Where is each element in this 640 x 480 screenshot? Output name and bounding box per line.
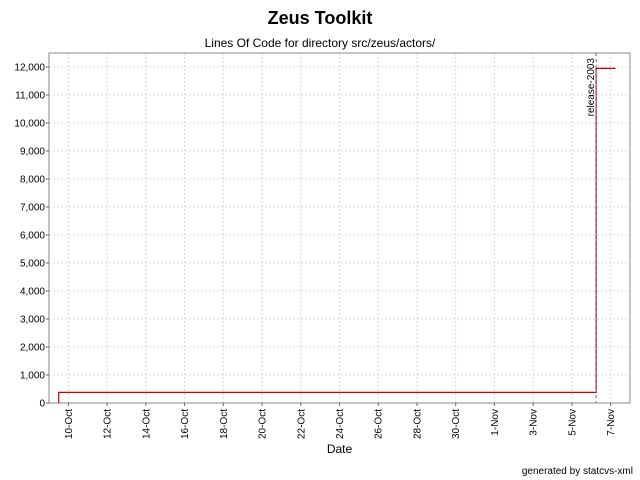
x-tick-label: 30-Oct — [451, 409, 462, 439]
series-layer — [58, 67, 616, 403]
x-axis-title: Date — [327, 442, 353, 456]
x-tick-label: 20-Oct — [258, 409, 269, 439]
x-tick-label: 18-Oct — [219, 409, 230, 439]
y-tick-label: 1,000 — [20, 371, 45, 382]
y-tick-label: 10,000 — [14, 119, 45, 130]
y-tick-label: 11,000 — [15, 91, 45, 102]
y-tick-label: 5,000 — [20, 259, 45, 270]
chart-subtitle: Lines Of Code for directory src/zeus/act… — [204, 36, 436, 50]
x-tick-label: 26-Oct — [374, 409, 385, 439]
y-tick-label: 12,000 — [14, 63, 45, 74]
y-tick-label: 7,000 — [20, 203, 45, 214]
footer-credit: generated by statcvs-xml — [521, 466, 633, 477]
x-tick-label: 1-Nov — [490, 409, 501, 436]
y-axis-ticks: 0 1,000 2,000 3,000 4,000 5,000 6,000 7,000 8,00… — [14, 63, 49, 410]
x-tick-label: 7-Nov — [606, 409, 617, 436]
x-tick-label: 5-Nov — [567, 409, 578, 436]
x-tick-label: 14-Oct — [141, 409, 152, 439]
loc-series-line — [58, 67, 616, 403]
x-tick-label: 24-Oct — [335, 409, 346, 439]
y-tick-label: 4,000 — [20, 287, 45, 298]
x-axis-ticks: 10-Oct 12-Oct 14-Oct 16-Oct 18-Oct 20-Oct 22-O… — [64, 403, 617, 439]
x-tick-label: 10-Oct — [64, 409, 75, 439]
y-tick-label: 6,000 — [20, 231, 45, 242]
y-tick-label: 3,000 — [20, 315, 45, 326]
x-tick-label: 28-Oct — [412, 409, 423, 439]
y-tick-label: 8,000 — [20, 175, 45, 186]
release-marker-label: release-2003 — [586, 58, 597, 117]
y-tick-label: 9,000 — [20, 147, 45, 158]
grid-lines — [49, 53, 630, 404]
y-tick-label: 2,000 — [20, 343, 45, 354]
y-tick-label: 0 — [39, 399, 45, 410]
release-markers: release-2003 — [586, 53, 597, 403]
chart-title: Zeus Toolkit — [267, 8, 373, 28]
x-tick-label: 16-Oct — [180, 409, 191, 439]
x-tick-label: 3-Nov — [529, 409, 540, 436]
x-tick-label: 12-Oct — [103, 409, 114, 439]
x-tick-label: 22-Oct — [296, 409, 307, 439]
